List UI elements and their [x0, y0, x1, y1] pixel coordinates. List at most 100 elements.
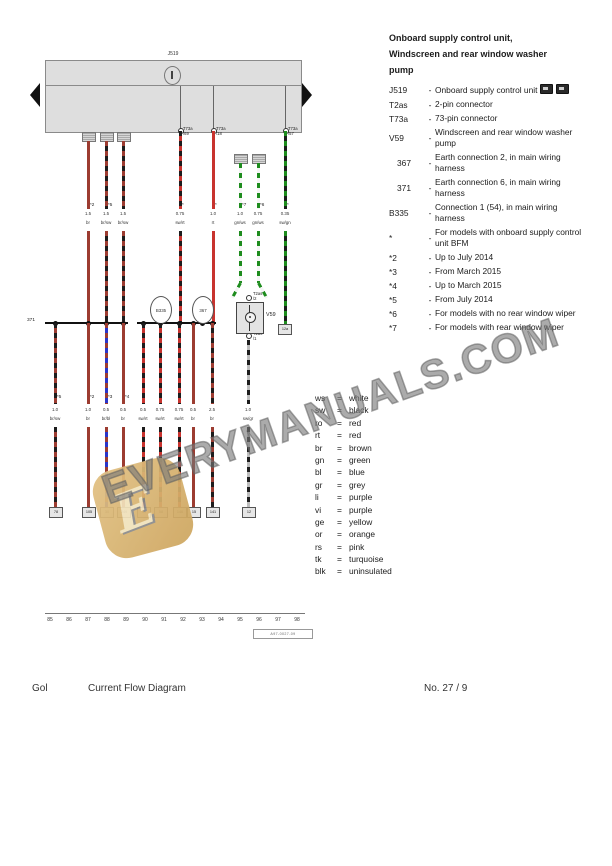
color-code-row: rs = pink [315, 542, 445, 552]
wire-color-label: br [210, 416, 214, 421]
pin-label: T73a /69 [183, 126, 193, 136]
legend-label: T2as [389, 99, 408, 110]
legend-dash: - [428, 233, 432, 243]
track-number: 98 [294, 617, 300, 623]
wire-segment [246, 340, 250, 404]
pin-label: T73a /18 [216, 126, 226, 136]
legend-label: *6 [389, 308, 397, 319]
wire-variant-mark: *2 [90, 394, 95, 399]
legend-row: 371 - Earth connection 6, in main wiring h… [389, 177, 591, 199]
color-code: ws [315, 393, 326, 403]
wire-color-label: br/sw [117, 220, 129, 225]
wire-color-label: sw/gr [242, 416, 254, 421]
legend-label: *4 [389, 280, 397, 291]
legend-text: 2-pin connector [435, 99, 493, 109]
wire-segment [53, 323, 57, 404]
wire-variant-mark: *2 [90, 202, 95, 207]
color-equals: = [337, 479, 342, 490]
track-strip-line [45, 613, 305, 614]
wire-variant-mark: *3 [108, 394, 113, 399]
wire-color-label: br [86, 416, 90, 421]
wire-destination-box: 12a [278, 324, 292, 335]
color-name: uninsulated [349, 566, 392, 577]
wire-gauge-label: 1.5 [84, 211, 92, 216]
color-equals: = [337, 541, 342, 552]
wire-gauge-label: 1.0 [51, 407, 59, 412]
color-name: white [349, 393, 369, 403]
wire-segment [238, 231, 242, 283]
control-unit-divider [45, 85, 302, 86]
earth-bus-label: 371 [27, 318, 36, 323]
legend-dash: - [428, 208, 432, 218]
legend-row: *3 - From March 2015 [389, 266, 591, 277]
wire-segment [210, 323, 214, 404]
wire-segment [121, 323, 125, 404]
legend-text: From July 2014 [435, 294, 493, 304]
color-code: blk [315, 566, 326, 577]
color-code-row: rt = red [315, 430, 445, 440]
wire-color-label: br/bl [101, 416, 111, 421]
legend-label: *5 [389, 294, 397, 305]
legend-dash: - [428, 280, 432, 291]
diagram-ref-icon [540, 84, 554, 94]
wire-variant-mark: * [215, 202, 217, 207]
color-equals: = [337, 566, 342, 577]
wire-gauge-label: 1.0 [236, 211, 244, 216]
legend-dash: - [428, 252, 432, 263]
wire-segment [86, 427, 90, 507]
color-code: rt [315, 430, 321, 441]
wire-gauge-label: 1.0 [244, 407, 252, 412]
legend-row: *4 - Up to March 2015 [389, 280, 591, 291]
component-legend-rows: J519- Onboard supply control unit T2as -2-p… [389, 84, 591, 333]
wire-segment [283, 231, 287, 324]
track-number: 90 [142, 617, 148, 623]
continuation-arrow-right-icon [302, 83, 312, 107]
legend-dash: - [428, 322, 432, 333]
wire-color-label: sw/rt [174, 416, 184, 421]
control-unit-pin-lead [180, 86, 181, 131]
color-equals: = [337, 516, 342, 527]
legend-dash: - [428, 85, 432, 95]
wire-diagonal [230, 282, 242, 299]
wire-color-label: br [121, 416, 125, 421]
legend-dash: - [428, 133, 432, 143]
diagram-ref-code: A97-0027-09 [253, 629, 313, 639]
wire-gauge-label: 1.5 [102, 211, 110, 216]
color-name: blue [349, 467, 365, 478]
wire-color-label: sw/rt [155, 416, 165, 421]
wire-color-label: gn/ws [252, 220, 264, 225]
color-name: yellow [349, 516, 373, 527]
legend-label: * [389, 233, 393, 243]
color-code: li [315, 492, 319, 503]
color-code-row: ws = white [315, 393, 445, 403]
legend-text: 73-pin connector [435, 113, 498, 123]
wire-gauge-label: 0.5 [189, 407, 197, 412]
wire-segment [211, 231, 215, 323]
wire-destination-box: 105 [82, 507, 96, 518]
legend-dash: - [428, 266, 432, 277]
legend-dash: - [428, 294, 432, 305]
wire-segment [104, 141, 108, 209]
control-unit-pin-lead [213, 86, 214, 131]
wire-gauge-label: 1.0 [84, 407, 92, 412]
legend-text: For models with onboard supply control u… [435, 227, 582, 248]
color-equals: = [337, 467, 342, 478]
color-code-row: gr = grey [315, 480, 445, 490]
wire-color-legend: ws = white sw = black ro = red rt = red br = brown gn = g… [315, 393, 445, 579]
track-number: 92 [180, 617, 186, 623]
color-equals: = [337, 529, 342, 540]
legend-label: 367 [397, 158, 411, 168]
color-equals: = [337, 454, 342, 465]
color-code-row: or = orange [315, 529, 445, 539]
wire-gauge-label: 1.0 [209, 211, 217, 216]
wire-gauge-label: 2.5 [208, 407, 216, 412]
legend-row: T73a -73-pin connector [389, 113, 591, 124]
color-code: ge [315, 516, 325, 527]
wire-destination-box: 12 [242, 507, 256, 518]
color-name: pink [349, 541, 365, 552]
footer-page-number: No. 27 / 9 [424, 683, 468, 694]
wire-segment [191, 427, 195, 507]
color-code: or [315, 529, 323, 540]
wire-color-rows: ws = white sw = black ro = red rt = red br = brown gn = g… [315, 393, 445, 576]
track-number: 94 [218, 617, 224, 623]
